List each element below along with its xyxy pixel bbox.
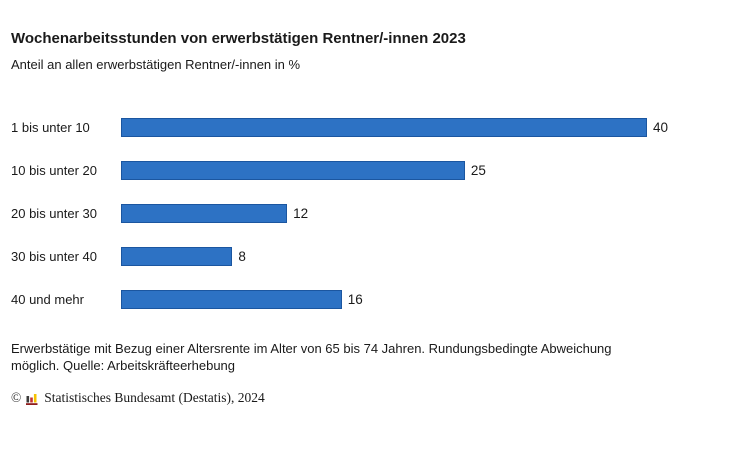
publisher-text: Statistisches Bundesamt (Destatis), 2024 [44, 390, 265, 405]
bar [121, 204, 288, 223]
destatis-logo-icon [26, 393, 38, 405]
bar [121, 118, 647, 137]
chart-page: Wochenarbeitsstunden von erwerbstätigen … [0, 30, 748, 406]
chart-row: 1 bis unter 10 40 [11, 106, 737, 149]
bar-track: 12 [121, 204, 668, 223]
category-label: 30 bis unter 40 [11, 249, 98, 264]
bar-track: 16 [121, 290, 668, 309]
chart-row: 30 bis unter 40 8 [11, 235, 737, 278]
bar [121, 161, 465, 180]
category-label: 10 bis unter 20 [11, 163, 98, 178]
chart-subtitle: Anteil an allen erwerbstätigen Rentner/-… [11, 57, 301, 72]
bar [121, 290, 342, 309]
bar [121, 247, 233, 266]
chart-footnote: Erwerbstätige mit Bezug einer Altersrent… [11, 341, 612, 373]
value-label: 8 [238, 249, 246, 264]
chart-row: 40 und mehr 16 [11, 278, 737, 321]
chart-source-line: © Statistisches Bundesamt (Destatis), 20… [11, 390, 737, 406]
value-label: 12 [293, 206, 309, 221]
category-label: 20 bis unter 30 [11, 206, 98, 221]
copyright-symbol: © [11, 390, 22, 405]
value-label: 40 [652, 120, 668, 135]
bar-track: 25 [121, 161, 668, 180]
value-label: 25 [470, 163, 486, 178]
chart-row: 10 bis unter 20 25 [11, 149, 737, 192]
chart-row: 20 bis unter 30 12 [11, 192, 737, 235]
value-label: 16 [347, 292, 363, 307]
bar-chart: 1 bis unter 10 40 10 bis unter 20 25 20 bis … [11, 106, 737, 321]
category-label: 40 und mehr [11, 292, 84, 307]
category-label: 1 bis unter 10 [11, 120, 90, 135]
bar-track: 40 [121, 118, 668, 137]
bar-track: 8 [121, 247, 668, 266]
chart-title: Wochenarbeitsstunden von erwerbstätigen … [11, 30, 466, 47]
